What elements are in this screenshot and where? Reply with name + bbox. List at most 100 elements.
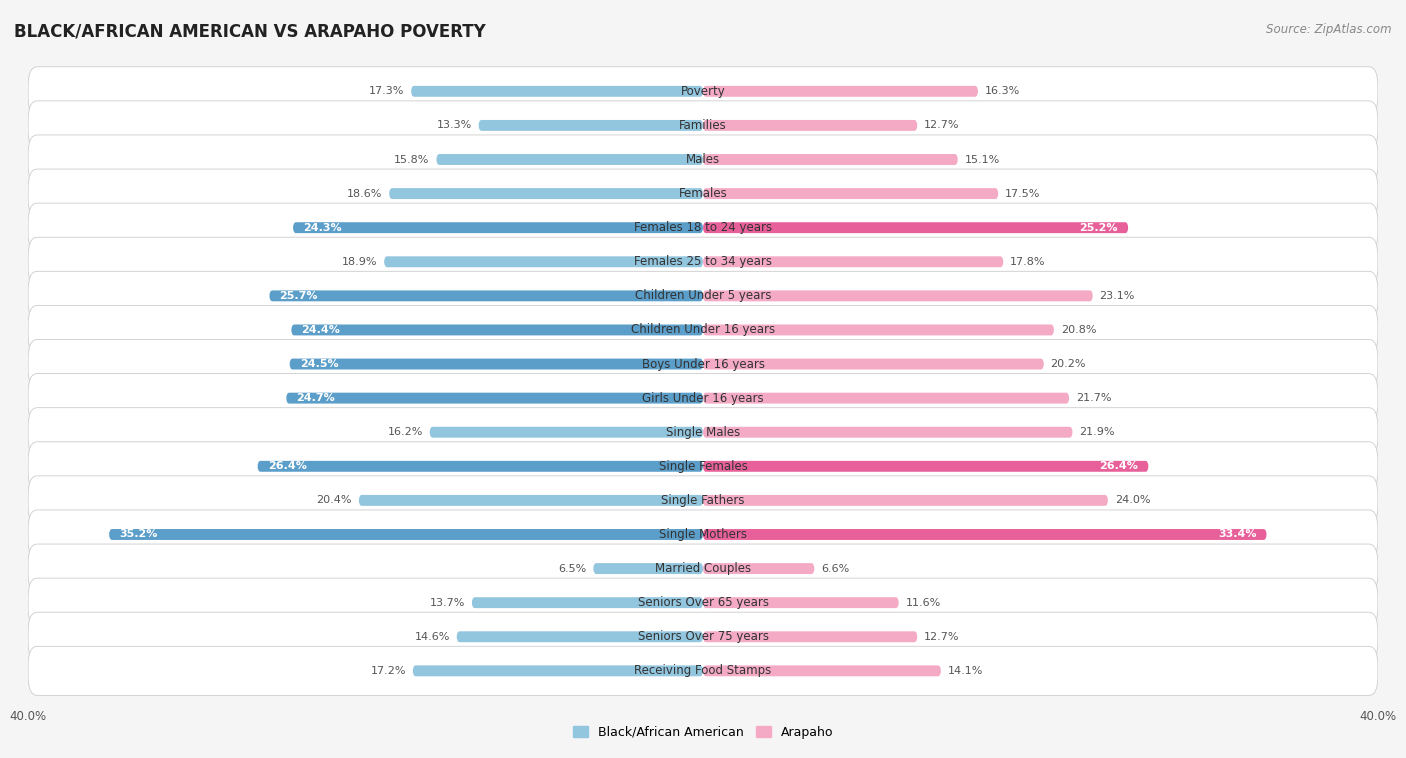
FancyBboxPatch shape <box>703 324 1054 335</box>
FancyBboxPatch shape <box>703 631 917 642</box>
FancyBboxPatch shape <box>28 101 1378 150</box>
Text: 14.6%: 14.6% <box>415 631 450 642</box>
FancyBboxPatch shape <box>291 324 703 335</box>
Text: 17.3%: 17.3% <box>368 86 405 96</box>
Text: 20.2%: 20.2% <box>1050 359 1085 369</box>
FancyBboxPatch shape <box>28 510 1378 559</box>
FancyBboxPatch shape <box>478 120 703 131</box>
Text: Children Under 16 years: Children Under 16 years <box>631 324 775 337</box>
FancyBboxPatch shape <box>28 408 1378 457</box>
Text: Females: Females <box>679 187 727 200</box>
FancyBboxPatch shape <box>28 647 1378 695</box>
FancyBboxPatch shape <box>472 597 703 608</box>
Text: 24.0%: 24.0% <box>1115 496 1150 506</box>
FancyBboxPatch shape <box>28 476 1378 525</box>
FancyBboxPatch shape <box>389 188 703 199</box>
FancyBboxPatch shape <box>28 67 1378 116</box>
FancyBboxPatch shape <box>292 222 703 233</box>
Text: 16.3%: 16.3% <box>984 86 1019 96</box>
Text: BLACK/AFRICAN AMERICAN VS ARAPAHO POVERTY: BLACK/AFRICAN AMERICAN VS ARAPAHO POVERT… <box>14 23 486 41</box>
Text: 25.2%: 25.2% <box>1080 223 1118 233</box>
FancyBboxPatch shape <box>384 256 703 268</box>
FancyBboxPatch shape <box>703 597 898 608</box>
FancyBboxPatch shape <box>359 495 703 506</box>
FancyBboxPatch shape <box>28 135 1378 184</box>
Text: 11.6%: 11.6% <box>905 597 941 608</box>
FancyBboxPatch shape <box>593 563 703 574</box>
FancyBboxPatch shape <box>28 203 1378 252</box>
FancyBboxPatch shape <box>28 544 1378 593</box>
Text: Single Females: Single Females <box>658 460 748 473</box>
Text: 24.5%: 24.5% <box>299 359 339 369</box>
FancyBboxPatch shape <box>28 305 1378 355</box>
Text: Seniors Over 65 years: Seniors Over 65 years <box>637 597 769 609</box>
FancyBboxPatch shape <box>28 237 1378 287</box>
FancyBboxPatch shape <box>430 427 703 437</box>
FancyBboxPatch shape <box>290 359 703 369</box>
Text: Single Males: Single Males <box>666 426 740 439</box>
Text: Females 25 to 34 years: Females 25 to 34 years <box>634 255 772 268</box>
Text: 12.7%: 12.7% <box>924 121 959 130</box>
Text: Married Couples: Married Couples <box>655 562 751 575</box>
Text: 33.4%: 33.4% <box>1218 530 1257 540</box>
FancyBboxPatch shape <box>457 631 703 642</box>
FancyBboxPatch shape <box>703 495 1108 506</box>
Text: Families: Families <box>679 119 727 132</box>
Text: 20.4%: 20.4% <box>316 496 352 506</box>
Text: 13.3%: 13.3% <box>437 121 472 130</box>
FancyBboxPatch shape <box>703 120 917 131</box>
FancyBboxPatch shape <box>703 188 998 199</box>
Text: Children Under 5 years: Children Under 5 years <box>634 290 772 302</box>
Text: 23.1%: 23.1% <box>1099 291 1135 301</box>
Text: 13.7%: 13.7% <box>430 597 465 608</box>
Text: 26.4%: 26.4% <box>1099 462 1139 471</box>
Text: 17.5%: 17.5% <box>1005 189 1040 199</box>
Text: 17.2%: 17.2% <box>371 666 406 676</box>
FancyBboxPatch shape <box>28 578 1378 627</box>
FancyBboxPatch shape <box>270 290 703 302</box>
Text: Receiving Food Stamps: Receiving Food Stamps <box>634 664 772 678</box>
Text: 6.6%: 6.6% <box>821 564 849 574</box>
Text: 16.2%: 16.2% <box>388 428 423 437</box>
FancyBboxPatch shape <box>703 563 814 574</box>
Text: 18.9%: 18.9% <box>342 257 377 267</box>
Text: Males: Males <box>686 153 720 166</box>
Text: 20.8%: 20.8% <box>1060 325 1097 335</box>
Text: Single Fathers: Single Fathers <box>661 494 745 507</box>
Text: 17.8%: 17.8% <box>1010 257 1046 267</box>
Text: 14.1%: 14.1% <box>948 666 983 676</box>
FancyBboxPatch shape <box>28 612 1378 661</box>
Text: 25.7%: 25.7% <box>280 291 318 301</box>
FancyBboxPatch shape <box>703 222 1128 233</box>
Text: 24.4%: 24.4% <box>301 325 340 335</box>
FancyBboxPatch shape <box>703 427 1073 437</box>
FancyBboxPatch shape <box>703 86 979 97</box>
Text: 26.4%: 26.4% <box>267 462 307 471</box>
Text: Seniors Over 75 years: Seniors Over 75 years <box>637 630 769 644</box>
Text: 6.5%: 6.5% <box>558 564 586 574</box>
FancyBboxPatch shape <box>28 271 1378 321</box>
FancyBboxPatch shape <box>703 461 1149 471</box>
Text: 24.7%: 24.7% <box>297 393 335 403</box>
FancyBboxPatch shape <box>436 154 703 165</box>
FancyBboxPatch shape <box>703 529 1267 540</box>
Text: Boys Under 16 years: Boys Under 16 years <box>641 358 765 371</box>
Text: Source: ZipAtlas.com: Source: ZipAtlas.com <box>1267 23 1392 36</box>
FancyBboxPatch shape <box>703 256 1004 268</box>
Text: Girls Under 16 years: Girls Under 16 years <box>643 392 763 405</box>
Text: 15.8%: 15.8% <box>394 155 430 164</box>
FancyBboxPatch shape <box>703 290 1092 302</box>
FancyBboxPatch shape <box>703 359 1043 369</box>
FancyBboxPatch shape <box>411 86 703 97</box>
FancyBboxPatch shape <box>703 393 1069 403</box>
FancyBboxPatch shape <box>110 529 703 540</box>
FancyBboxPatch shape <box>28 442 1378 491</box>
FancyBboxPatch shape <box>413 666 703 676</box>
Text: 18.6%: 18.6% <box>347 189 382 199</box>
Text: Females 18 to 24 years: Females 18 to 24 years <box>634 221 772 234</box>
FancyBboxPatch shape <box>257 461 703 471</box>
Text: Poverty: Poverty <box>681 85 725 98</box>
FancyBboxPatch shape <box>28 169 1378 218</box>
Text: 21.7%: 21.7% <box>1076 393 1111 403</box>
Text: 35.2%: 35.2% <box>120 530 157 540</box>
